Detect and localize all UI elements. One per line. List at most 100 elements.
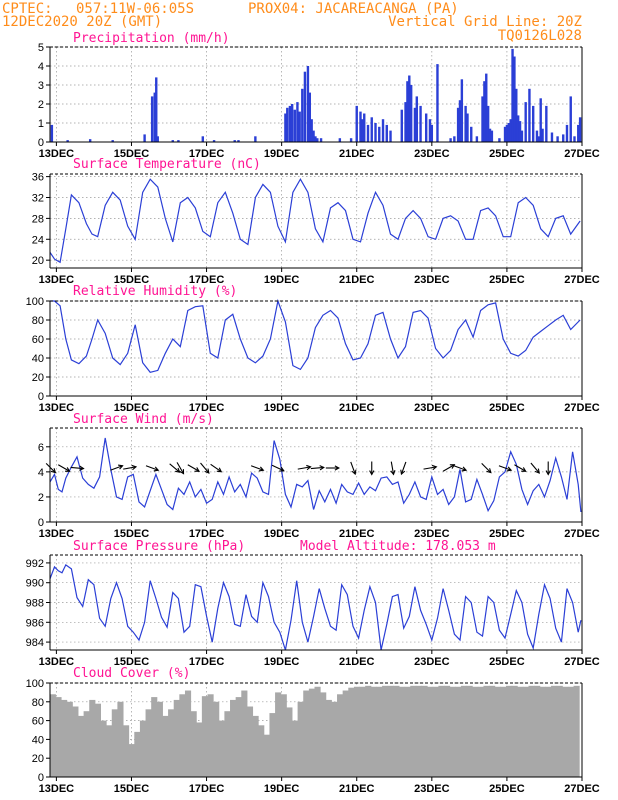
wind-arrow: [250, 465, 265, 472]
wind-arrow: [187, 464, 201, 472]
cloud-bar: [241, 690, 248, 777]
humidity-ytick-label: 60: [32, 334, 44, 346]
wind-arrow-head: [506, 466, 513, 472]
cloud-cover-xtick-label: 27DEC: [564, 783, 600, 795]
cloud-bar: [534, 685, 541, 777]
wind-arrow-head: [216, 467, 223, 473]
pressure-series-line: [49, 563, 582, 651]
wind-arrow: [271, 464, 285, 472]
precip-bar: [254, 136, 257, 142]
cloud-bar: [246, 706, 254, 777]
precip-bar: [408, 75, 411, 142]
precipitation-ytick-label: 5: [38, 42, 44, 54]
precip-bar: [528, 88, 531, 142]
header-source: CPTEC:: [2, 1, 53, 17]
wind-arrow: [45, 463, 57, 474]
cloud-bar: [573, 685, 580, 777]
cloud-bar: [505, 685, 513, 777]
precip-bar: [338, 138, 342, 142]
precipitation-xtick-label: 21DEC: [339, 148, 375, 160]
precip-bar: [573, 136, 576, 142]
precip-bar: [520, 130, 524, 142]
precip-bar: [349, 138, 353, 142]
wind-arrow-shaft: [145, 465, 159, 471]
cloud-bar: [410, 685, 417, 777]
cloud-bar: [123, 725, 130, 777]
wind-arrow: [297, 464, 312, 471]
cloud-cover-ytick-label: 100: [26, 678, 44, 690]
wind-arrow: [481, 463, 492, 474]
precip-bar: [406, 81, 409, 142]
wind-xtick-label: 25DEC: [489, 528, 525, 540]
panel-temperature: 20 24 28 32 36 13DEC 15DEC 17DEC 19DEC 21DEC 23DEC…: [32, 157, 600, 286]
wind-arrow-shaft: [110, 465, 123, 471]
cloud-bar: [348, 687, 355, 777]
wind-arrow-shaft: [169, 463, 180, 473]
precip-bar: [485, 73, 488, 142]
wind-arrow-shaft: [390, 461, 395, 475]
cloud-bar: [263, 734, 270, 777]
pressure-ytick-label: 984: [26, 637, 44, 649]
precipitation-xtick-label: 17DEC: [189, 148, 225, 160]
cloud-bar: [291, 720, 299, 777]
pressure-xtick-label: 17DEC: [189, 656, 225, 668]
panel-wind: 0 2 4 6 13DEC 15DEC 17DEC 19DEC 21DEC 23DEC 25DEC 2…: [38, 412, 600, 540]
wind-arrow-shaft: [70, 466, 84, 470]
cloud-bar: [190, 711, 197, 777]
precipitation-title: Precipitation (mm/h): [73, 31, 230, 46]
precip-bar: [363, 113, 366, 142]
wind-arrow-head: [279, 466, 285, 472]
header: CPTEC: 057:11W-06:05S PROX04: JACAREACAN…: [2, 1, 582, 44]
panel-cloud-cover: 0 20 40 60 80 100 13DEC 15DEC 17DEC 19DEC 21DEC 23D…: [26, 666, 600, 795]
cloud-bar: [539, 686, 546, 777]
precip-bar: [541, 128, 544, 142]
precip-bar: [565, 124, 569, 142]
pressure-subtitle: Model Altitude: 178.053 m: [300, 539, 496, 554]
wind-arrow-shaft: [530, 462, 540, 474]
precip-bar: [490, 130, 494, 142]
wind-arrow-head: [153, 466, 160, 472]
cloud-bar: [562, 686, 569, 777]
precip-bar: [577, 124, 580, 142]
cloud-cover-xtick-label: 21DEC: [339, 783, 375, 795]
header-grid-note: Vertical Grid Line: 20Z: [388, 14, 582, 30]
precip-bar: [578, 117, 582, 142]
cloud-bar: [427, 686, 434, 777]
precip-bar: [503, 126, 507, 142]
humidity-ytick-label: 20: [32, 372, 44, 384]
cloud-bar: [393, 685, 400, 777]
temperature-xtick-label: 17DEC: [189, 274, 225, 286]
cloud-bar: [269, 713, 276, 777]
humidity-ytick-label: 0: [38, 391, 44, 403]
wind-arrow: [514, 464, 527, 472]
cloud-bar: [106, 725, 113, 777]
cloud-bar: [168, 709, 175, 777]
cloud-bar: [145, 709, 152, 777]
precip-bar: [298, 111, 301, 142]
precip-bar: [155, 77, 158, 142]
temperature-ytick-label: 20: [32, 255, 44, 267]
cloud-bar: [89, 699, 96, 777]
precip-bar: [531, 105, 535, 142]
precip-bar: [545, 105, 548, 142]
cloud-bar: [370, 686, 377, 777]
precip-bar: [150, 96, 154, 142]
precip-bar: [66, 140, 69, 142]
temperature-xtick-label: 13DEC: [39, 274, 75, 286]
precip-bar: [314, 136, 317, 142]
cloud-bar: [297, 701, 304, 777]
wind-arrow-head: [390, 469, 396, 476]
precip-bar: [488, 128, 492, 142]
wind-arrow-shaft: [123, 466, 137, 470]
precip-bar: [458, 100, 462, 142]
cloud-bar: [213, 701, 220, 777]
precip-bar: [524, 102, 527, 142]
pressure-ytick-label: 988: [26, 598, 44, 610]
cloud-bar: [286, 707, 293, 777]
wind-arrow: [498, 465, 513, 472]
precip-bar: [171, 140, 174, 142]
cloud-bar: [235, 697, 242, 777]
precip-bar: [316, 138, 319, 142]
precip-bar: [470, 126, 473, 142]
cloud-bar: [303, 690, 310, 777]
